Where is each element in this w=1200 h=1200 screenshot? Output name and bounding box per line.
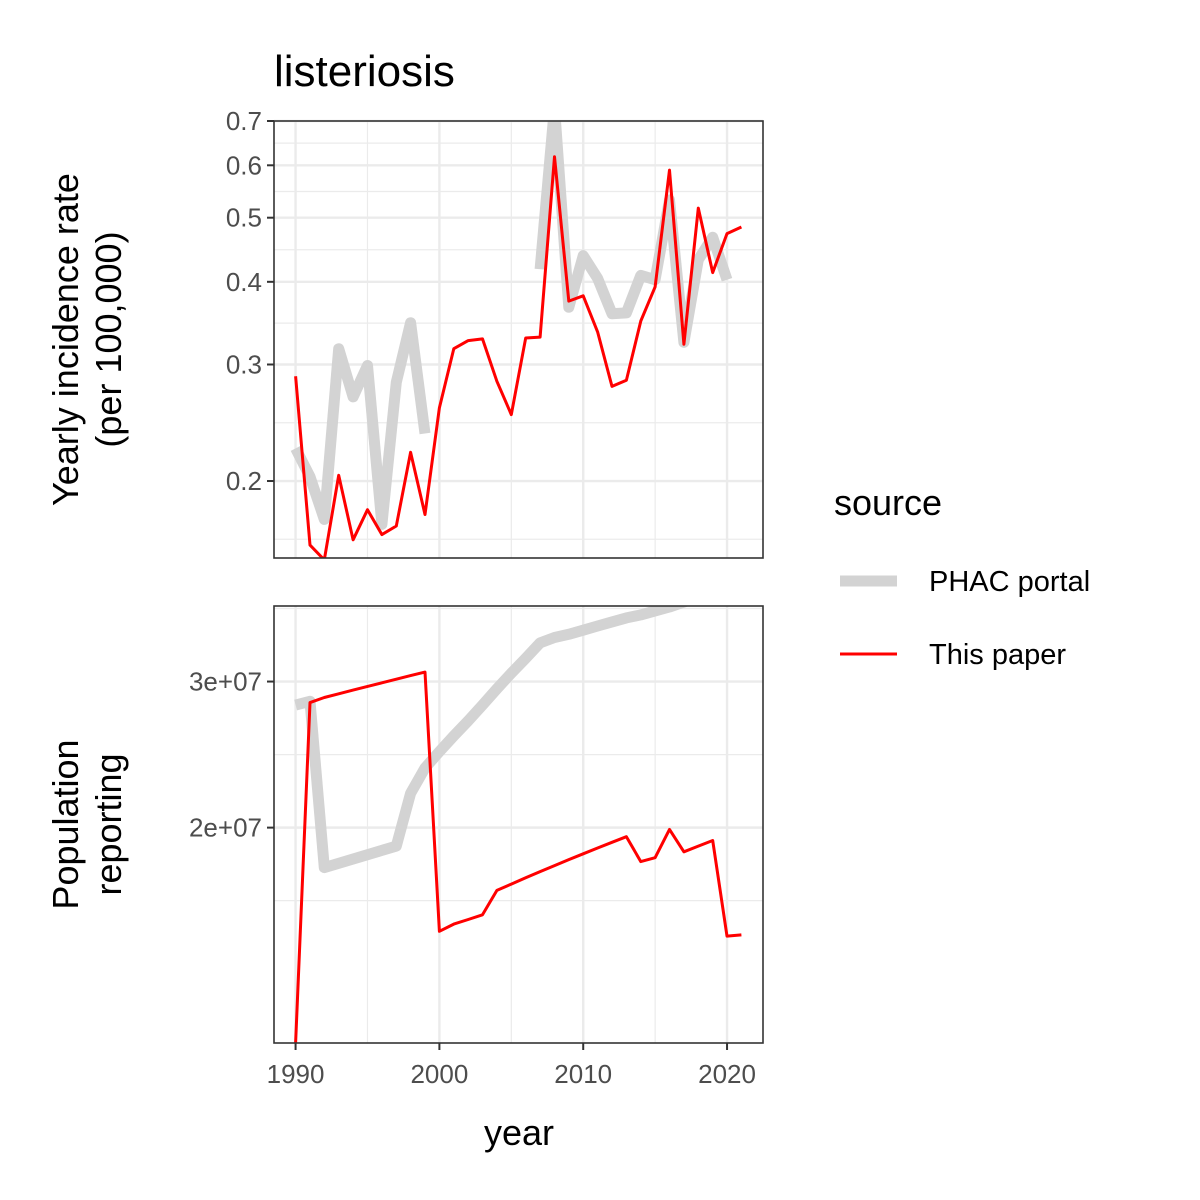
- panel-border: [273, 120, 764, 559]
- y-tick-label: 3e+07: [189, 667, 262, 697]
- y-tick-label: 0.7: [226, 106, 262, 136]
- series-line-phac-portal: [294, 606, 689, 874]
- legend-label: PHAC portal: [929, 566, 1090, 598]
- y-tick-label: 0.6: [226, 150, 262, 180]
- panel-2: 2e+07 3e+07 Population reporting 1990 2000 201…: [45, 605, 764, 1089]
- y-axis-title-line: Population: [45, 739, 86, 909]
- panel-border: [273, 605, 764, 1044]
- x-tick-label: 2010: [554, 1059, 612, 1089]
- series-line-phac-portal: [290, 317, 431, 530]
- y-tick-label: 0.4: [226, 267, 262, 297]
- x-tick-label: 2000: [410, 1059, 468, 1089]
- y-tick-label: 0.3: [226, 349, 262, 379]
- panel-background: [274, 606, 763, 1043]
- series-line-this-paper: [294, 670, 742, 1043]
- legend-label: This paper: [929, 639, 1066, 671]
- x-axis-title: year: [484, 1112, 554, 1153]
- y-axis-title-line: Yearly incidence rate: [45, 173, 86, 506]
- y-axis-title-line: reporting: [88, 753, 129, 895]
- y-tick-label: 2e+07: [189, 813, 262, 843]
- panels: 0.2 0.3 0.4 0.5 0.6 0.7 Yearly incidence rate(…: [45, 106, 764, 1089]
- legend-title: source: [834, 482, 942, 523]
- series-line-this-paper: [294, 155, 743, 558]
- y-axis-title-line: (per 100,000): [88, 231, 129, 447]
- chart-title: listeriosis: [274, 47, 455, 96]
- x-tick-label: 1990: [267, 1059, 325, 1089]
- panel-1: 0.2 0.3 0.4 0.5 0.6 0.7 Yearly incidence rate(…: [45, 106, 764, 559]
- y-tick-label: 0.2: [226, 466, 262, 496]
- y-tick-label: 0.5: [226, 203, 262, 233]
- x-tick-label: 2020: [698, 1059, 756, 1089]
- legend: source PHAC portal This paper: [834, 482, 1090, 671]
